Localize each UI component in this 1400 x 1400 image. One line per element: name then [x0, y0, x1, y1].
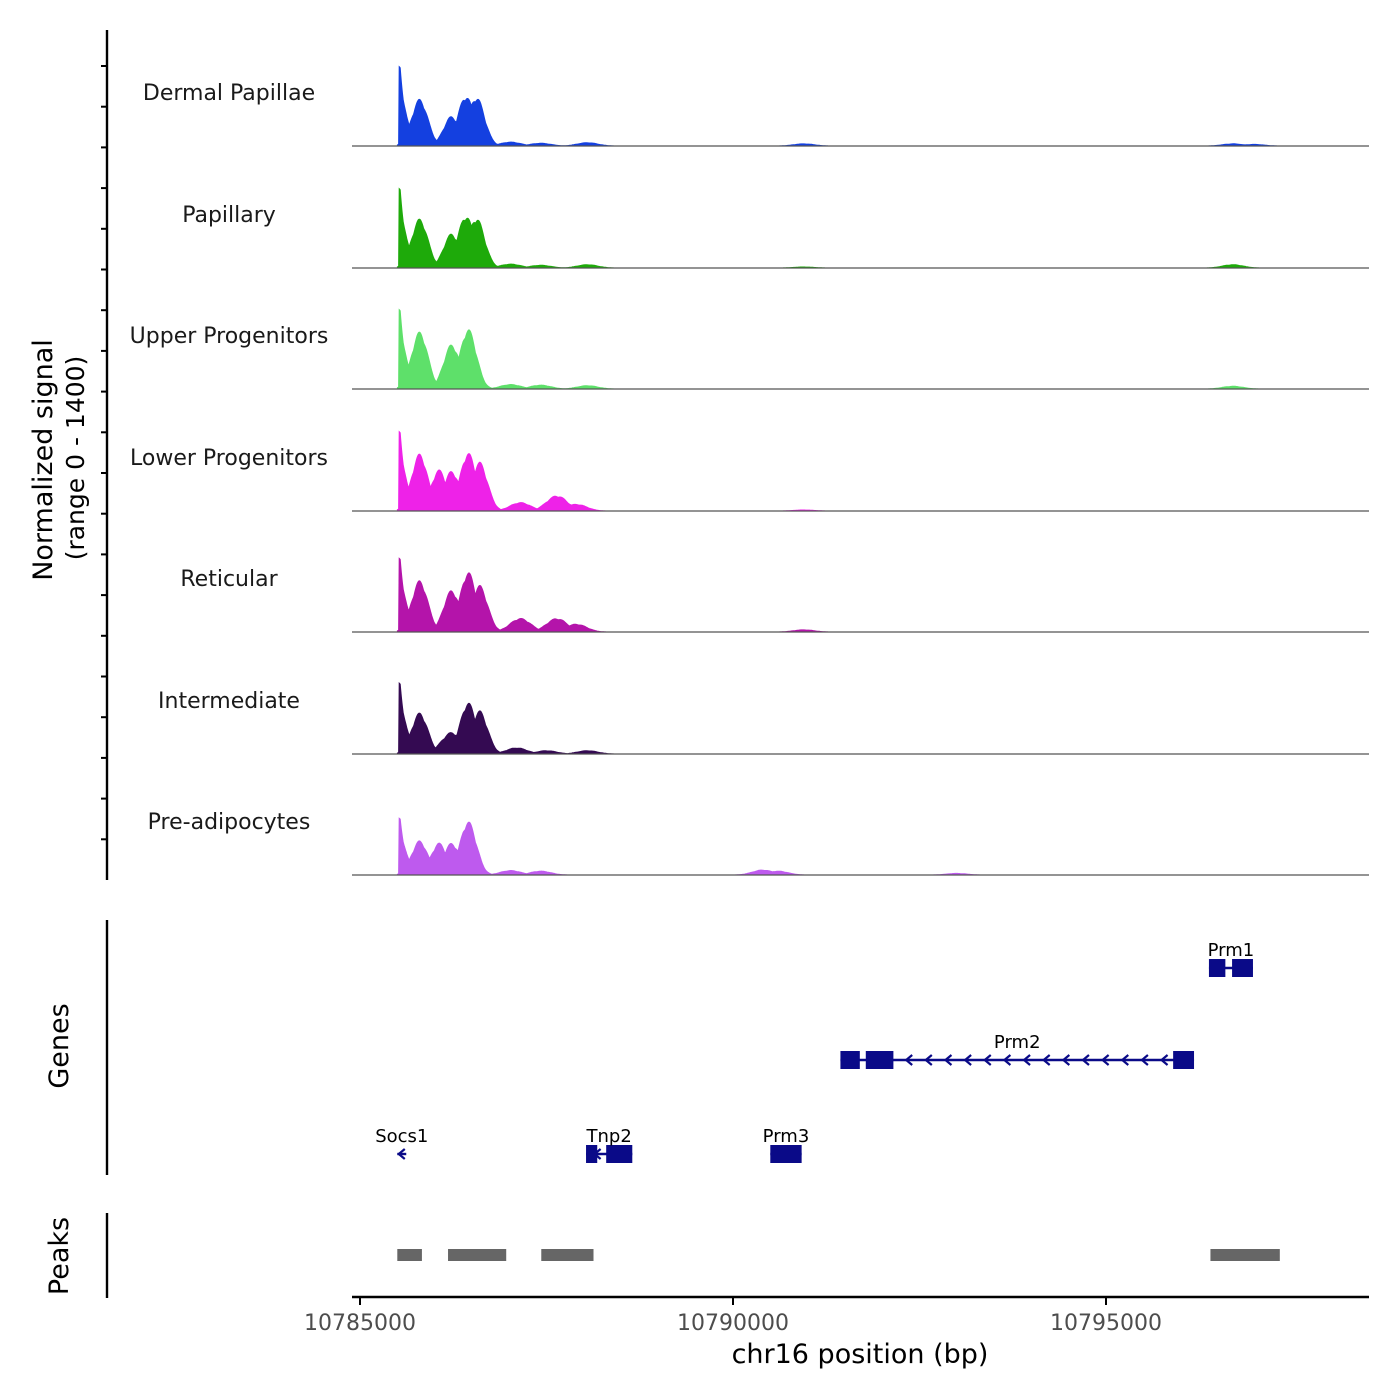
- y-axis-title-line1: Normalized signal: [28, 339, 59, 581]
- gene-label: Prm2: [994, 1032, 1041, 1053]
- peak-region: [1210, 1249, 1280, 1261]
- strand-chevron: [963, 1054, 972, 1066]
- gene-model: Tnp2: [586, 1126, 633, 1163]
- gene-label: Prm1: [1208, 940, 1255, 961]
- strand-chevron: [1041, 1054, 1051, 1066]
- strand-chevron: [1140, 1054, 1149, 1066]
- strand-chevron: [1159, 1054, 1169, 1066]
- gene-exon: [586, 1145, 598, 1163]
- y-axis-title: Normalized signal (range 0 - 1400): [28, 339, 90, 581]
- coverage-track: Upper Progenitors: [130, 308, 1369, 390]
- coverage-track-label: Pre-adipocytes: [148, 810, 311, 835]
- strand-chevron: [924, 1054, 933, 1066]
- gene-model: Prm1: [1208, 940, 1255, 977]
- gene-model: Prm2: [840, 1032, 1195, 1069]
- coverage-track-label: Upper Progenitors: [130, 324, 329, 349]
- coverage-track: Reticular: [180, 557, 1369, 633]
- peaks-track-label: Peaks: [44, 1217, 75, 1295]
- gene-model: Prm3: [763, 1126, 810, 1163]
- peaks-track: [397, 1249, 1280, 1261]
- coverage-track: Pre-adipocytes: [148, 810, 1369, 876]
- peak-region: [397, 1249, 422, 1261]
- x-axis-ticks: 10785000 10790000 10795000: [304, 1297, 1162, 1336]
- x-axis-tick-label: 10795000: [1050, 1311, 1162, 1336]
- genes-track-label: Genes: [44, 1003, 75, 1088]
- coverage-area: [396, 187, 1368, 269]
- x-axis-title: chr16 position (bp): [732, 1339, 989, 1370]
- strand-chevron: [983, 1054, 992, 1066]
- gene-model: Socs1: [375, 1126, 428, 1160]
- x-axis-tick-label: 10785000: [304, 1311, 416, 1336]
- strand-chevron: [1120, 1054, 1129, 1066]
- strand-chevron: [1022, 1054, 1031, 1066]
- coverage-track-label: Intermediate: [158, 689, 300, 714]
- strand-chevron: [943, 1054, 953, 1066]
- coverage-track: Intermediate: [158, 682, 1369, 755]
- y-axis-title-line2: (range 0 - 1400): [61, 356, 90, 561]
- gene-exon: [1232, 959, 1253, 977]
- coverage-track-label: Dermal Papillae: [143, 81, 315, 106]
- coverage-tracks: Dermal Papillae Papillary Upper Progenitor…: [130, 65, 1369, 876]
- strand-chevron: [1100, 1054, 1110, 1066]
- coverage-track-label: Papillary: [182, 203, 276, 228]
- gene-exon: [770, 1145, 802, 1163]
- coverage-area: [396, 557, 1368, 633]
- coverage-track: Lower Progenitors: [130, 430, 1369, 512]
- gene-exon: [1208, 959, 1226, 977]
- coverage-area: [396, 682, 1368, 755]
- gene-label: Tnp2: [586, 1126, 632, 1147]
- gene-exon: [840, 1051, 860, 1069]
- peak-region: [541, 1249, 594, 1261]
- coverage-track: Dermal Papillae: [143, 65, 1369, 147]
- gene-label: Prm3: [763, 1126, 810, 1147]
- strand-chevron: [397, 1148, 406, 1160]
- gene-exon: [1173, 1051, 1195, 1069]
- coverage-area: [396, 65, 1368, 147]
- gene-exon: [865, 1051, 894, 1069]
- genes-track: Socs1 Tnp2 Prm3 Prm2 Prm1: [375, 940, 1254, 1163]
- coverage-area: [396, 308, 1368, 390]
- strand-chevron: [1002, 1054, 1012, 1066]
- coverage-area: [396, 430, 1368, 512]
- strand-chevron: [904, 1054, 913, 1066]
- strand-chevron: [1081, 1054, 1090, 1066]
- gene-exon: [606, 1145, 633, 1163]
- coverage-area: [396, 817, 1368, 876]
- coverage-track-label: Lower Progenitors: [130, 446, 328, 471]
- x-axis-tick-label: 10790000: [677, 1311, 789, 1336]
- peak-region: [448, 1249, 507, 1261]
- coverage-y-axis-ticks: [101, 65, 107, 841]
- strand-chevron: [1061, 1054, 1071, 1066]
- gene-label: Socs1: [375, 1126, 428, 1147]
- coverage-track: Papillary: [182, 187, 1369, 269]
- coverage-track-label: Reticular: [180, 567, 278, 592]
